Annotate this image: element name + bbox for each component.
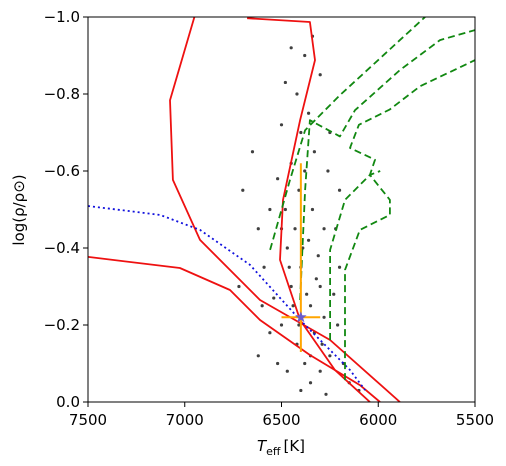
scatter-point	[291, 304, 295, 308]
model-track	[88, 205, 366, 391]
scatter-point	[306, 111, 311, 115]
scatter-point	[241, 188, 245, 192]
scatter-point	[268, 207, 272, 212]
scatter-point	[295, 92, 299, 96]
model-track	[344, 170, 391, 381]
x-label-unit: [K]	[283, 437, 305, 455]
scatter-point	[318, 73, 322, 77]
scatter-point	[303, 53, 307, 58]
y-tick-label: 0.0	[56, 393, 80, 411]
scatter-point	[337, 188, 342, 192]
scatter-point	[336, 323, 340, 327]
scatter-point	[314, 277, 318, 281]
scatter-point	[305, 292, 309, 296]
scatter-point	[297, 188, 301, 192]
scatter-point	[299, 388, 303, 393]
y-tick-label: −0.6	[44, 162, 80, 180]
model-track	[88, 256, 381, 402]
scatter-point	[324, 392, 328, 396]
scatter-point	[268, 331, 272, 335]
x-tick-label: 7500	[69, 411, 107, 429]
scatter-point	[303, 169, 307, 173]
y-tick-label: −0.8	[44, 85, 80, 103]
x-tick-label: 5500	[456, 411, 494, 429]
scatter-point	[301, 246, 305, 250]
scatter-point	[326, 169, 330, 173]
plot-frame	[87, 16, 476, 403]
scatter-point	[293, 227, 297, 231]
y-tick-label: −1.0	[44, 8, 80, 26]
scatter-point	[262, 265, 266, 269]
scatter-point	[283, 80, 287, 85]
scatter-point	[299, 130, 303, 135]
scatter-point	[297, 323, 301, 327]
model-track	[299, 29, 475, 301]
scatter-point	[316, 254, 320, 258]
scatter-point	[318, 369, 322, 373]
scatter-point	[322, 227, 326, 231]
scatter-point	[285, 369, 289, 373]
x-tick-label: 6500	[262, 411, 300, 429]
scatter-point	[237, 284, 241, 289]
scatter-point	[276, 361, 280, 366]
scatter-point	[289, 46, 293, 50]
scatter-point	[332, 292, 336, 296]
y-tick-label: −0.2	[44, 316, 80, 334]
y-tick-label: −0.4	[44, 239, 80, 257]
scatter-point	[250, 150, 255, 154]
scatter-point	[287, 265, 291, 269]
x-label-subscript: eff	[266, 445, 281, 458]
scatter-point	[276, 177, 280, 181]
scatter-point	[320, 342, 324, 346]
scatter-point	[279, 123, 284, 127]
scatter-point	[310, 207, 315, 212]
scatter-point	[308, 304, 313, 308]
x-label-symbol: T	[257, 437, 268, 455]
scatter-point	[308, 381, 313, 385]
scatter-point	[283, 207, 287, 212]
model-track	[329, 59, 475, 340]
scatter-point	[285, 246, 289, 250]
scatter-point	[312, 150, 316, 154]
x-axis-label: Teff [K]	[257, 437, 305, 458]
x-tick-label: 6000	[359, 411, 397, 429]
scatter-point	[260, 304, 264, 308]
scatter-point	[318, 284, 322, 289]
scatter-point	[279, 323, 284, 327]
model-track	[269, 17, 426, 251]
scatter-point	[306, 238, 311, 242]
scatter-point	[256, 227, 260, 231]
scatter-point	[303, 361, 307, 366]
scatter-point	[322, 315, 326, 319]
x-tick-label: 7000	[166, 411, 204, 429]
model-track	[247, 17, 371, 402]
scatter-point	[256, 354, 260, 358]
y-axis-label: log(ρ/ρ⊙)	[10, 174, 28, 245]
scatter-point	[328, 354, 332, 358]
scatter-point	[289, 284, 293, 289]
scatter-point	[272, 296, 276, 300]
star-marker	[295, 311, 307, 323]
scatter-point	[337, 265, 342, 269]
